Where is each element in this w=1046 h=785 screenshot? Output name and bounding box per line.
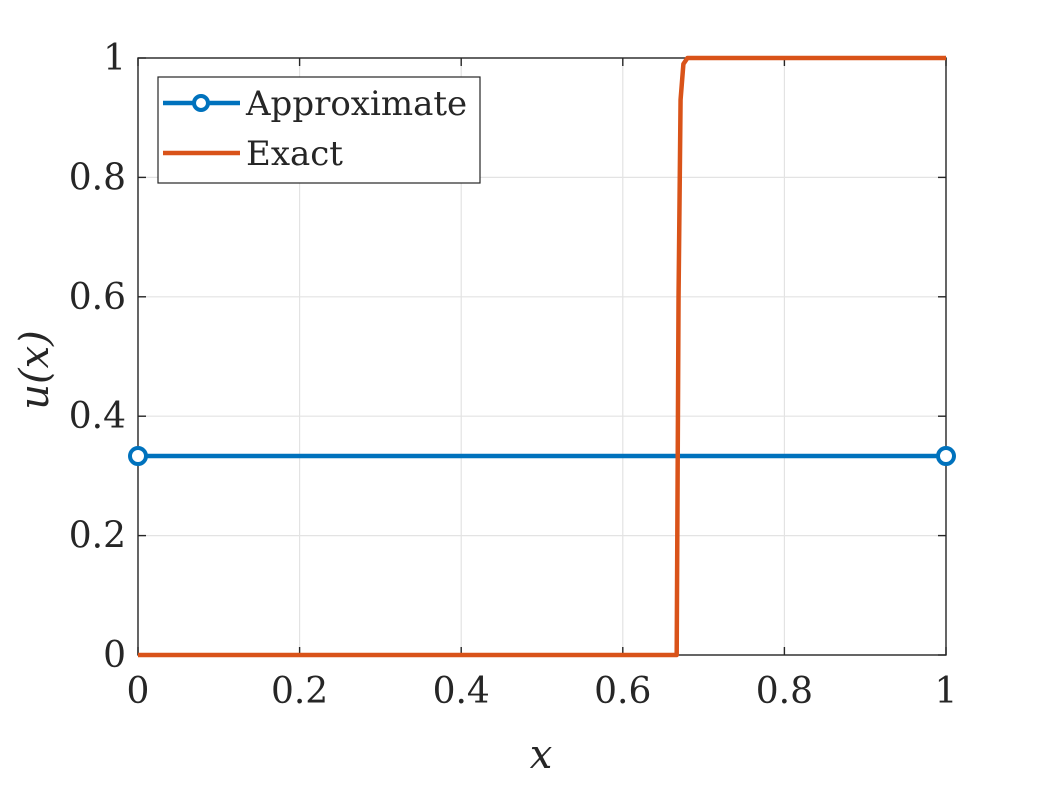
y-tick-label-5: 1	[103, 38, 126, 79]
legend-box	[157, 76, 481, 184]
legend-label-approximate: Approximate	[245, 84, 467, 124]
x-tick-label-3: 0.6	[594, 671, 651, 712]
x-tick-label-2: 0.4	[433, 671, 490, 712]
y-tick-label-0: 0	[103, 635, 126, 676]
x-tick-label-5: 1	[935, 671, 958, 712]
x-axis-label: x	[530, 732, 553, 778]
legend-label-exact: Exact	[246, 134, 343, 174]
y-tick-label-1: 0.2	[69, 516, 126, 557]
y-tick-label-2: 0.4	[69, 396, 126, 437]
y-tick-label-4: 0.8	[69, 157, 126, 198]
legend-entries: Approximate Exact	[163, 84, 467, 174]
y-axis-label: u(x)	[12, 330, 58, 410]
series-layer	[128, 55, 956, 658]
x-tick-label-4: 0.8	[756, 671, 813, 712]
legend: Approximate Exact	[157, 76, 481, 184]
x-tick-label-1: 0.2	[271, 671, 328, 712]
tick-labels: 0 0.2 0.4 0.6 0.8 1 0 0.2 0.4 0.6 0.8 1	[69, 38, 958, 712]
data-point-approximate-1	[936, 446, 956, 467]
series-line-exact	[138, 55, 946, 658]
y-tick-label-3: 0.6	[69, 277, 126, 318]
x-tick-label-0: 0	[127, 671, 150, 712]
legend-marker-approximate	[192, 94, 210, 112]
data-point-approximate-0	[128, 446, 148, 467]
